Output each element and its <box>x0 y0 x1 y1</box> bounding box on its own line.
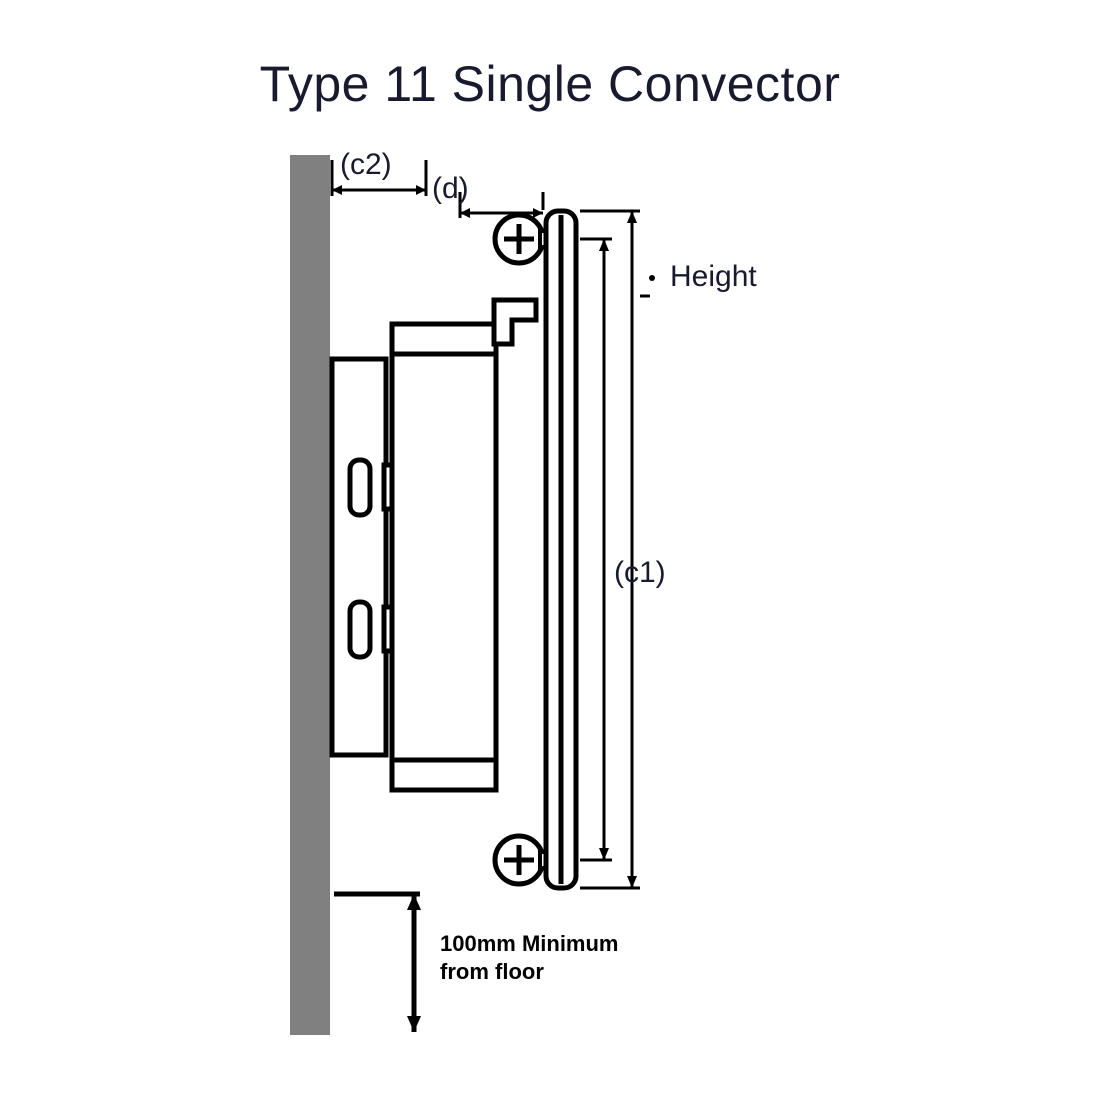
dim-height <box>580 211 640 888</box>
wall <box>290 155 330 1035</box>
label-floor-note: 100mm Minimum from floor <box>440 930 619 985</box>
dim-floor <box>334 894 421 1032</box>
height-dot <box>649 275 655 281</box>
dim-c1 <box>580 239 612 860</box>
pipe-bottom <box>495 836 543 884</box>
label-d: (d) <box>432 172 469 206</box>
label-c2: (c2) <box>340 148 392 182</box>
radiator-panel <box>546 211 576 888</box>
label-c1: (c1) <box>614 556 666 590</box>
floor-note-line2: from floor <box>440 959 544 984</box>
bracket-body <box>392 300 536 790</box>
dim-d <box>460 192 543 218</box>
floor-note-line1: 100mm Minimum <box>440 931 619 956</box>
diagram-canvas: Type 11 Single Convector <box>0 0 1100 1100</box>
label-height: Height <box>670 260 757 294</box>
pipe-top <box>495 215 543 263</box>
bracket-back <box>332 359 386 755</box>
